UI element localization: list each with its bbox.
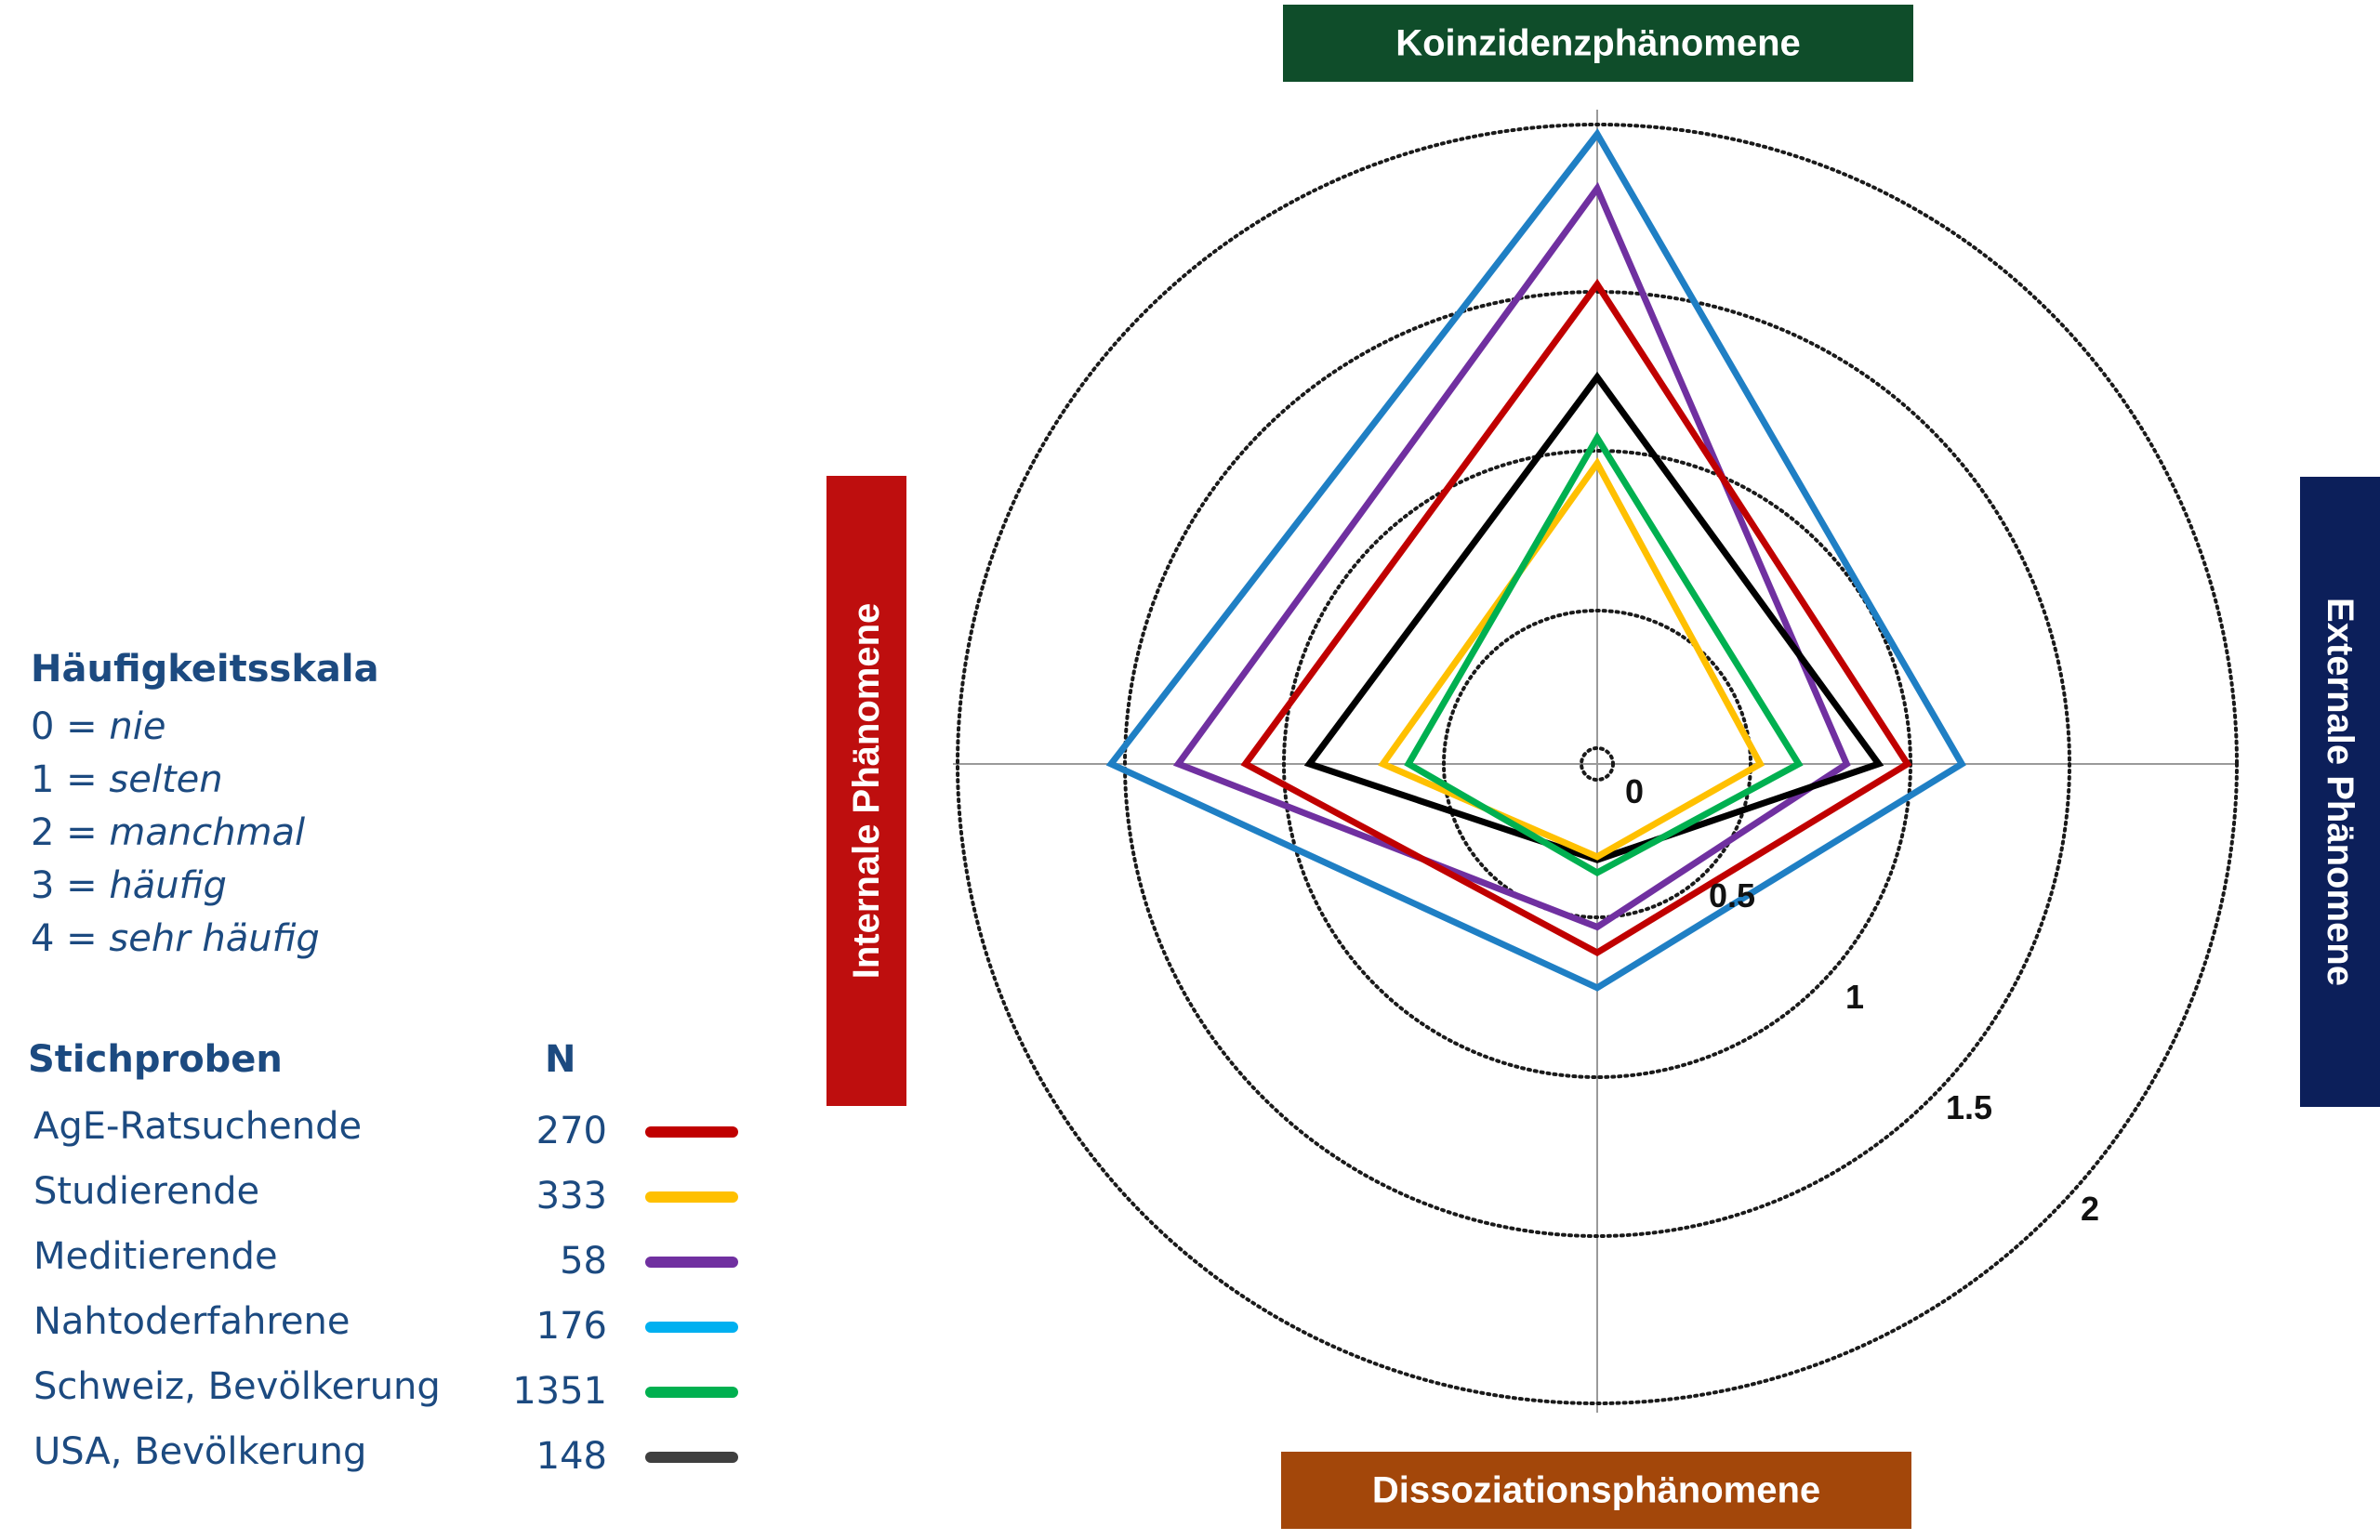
ring-label-4: 2 xyxy=(2081,1190,2099,1228)
scale-key: 0 = xyxy=(31,705,109,748)
axis-box-internale-phänomene xyxy=(826,476,906,1106)
scale-title: Häufigkeitsskala xyxy=(31,648,379,691)
scale-key: 2 = xyxy=(31,811,109,854)
ring-label-3: 1.5 xyxy=(1946,1088,1992,1126)
radar-series xyxy=(1105,128,1966,992)
axis-category-boxes: Koinzidenzphänomene Externale Phänomene Di… xyxy=(826,5,2380,1529)
grid-ring-4 xyxy=(956,123,2239,1405)
legend-n-usa-bevölkerung: 148 xyxy=(536,1435,607,1478)
scale-item-1: 1 = selten xyxy=(31,758,223,801)
scale-item-0: 0 = nie xyxy=(31,705,165,748)
scale-key: 4 = xyxy=(31,917,109,960)
axis-label-dissoziationsphänomene: Dissoziationsphänomene xyxy=(1372,1470,1820,1511)
ring-labels: 0 0.5 1 1.5 2 xyxy=(1625,772,2099,1228)
scale-value: sehr häufig xyxy=(109,917,319,960)
axis-label-internale-phänomene: Internale Phänomene xyxy=(846,603,887,980)
scale-item-3: 3 = häufig xyxy=(31,864,227,907)
scale-value: manchmal xyxy=(109,811,305,854)
radar-grid xyxy=(953,110,2239,1413)
series-polygon-meditierende xyxy=(1172,181,1851,931)
legend-n-nahtoderfahrene: 176 xyxy=(536,1305,607,1348)
legend-name-studierende: Studierende xyxy=(33,1170,259,1213)
scale-value: selten xyxy=(109,758,222,801)
axis-label-externale-phänomene: Externale Phänomene xyxy=(2320,598,2360,986)
series-polygon-age-ratsuchende xyxy=(1240,278,1912,957)
legend-name-meditierende: Meditierende xyxy=(33,1235,278,1278)
scale-item-2: 2 = manchmal xyxy=(31,811,305,854)
scale-key: 3 = xyxy=(31,864,109,907)
ring-label-1: 0.5 xyxy=(1709,876,1755,915)
series-polygon-nahtoderfahrene xyxy=(1105,128,1966,992)
grid-ring-1 xyxy=(1442,609,1752,919)
legend-n-meditierende: 58 xyxy=(560,1240,607,1283)
series-polygon-schweiz-bevölkerung xyxy=(1404,431,1804,877)
axis-box-koinzidenzphänomene xyxy=(1283,5,1913,82)
legend-name-nahtoderfahrene: Nahtoderfahrene xyxy=(33,1300,350,1343)
axis-label-koinzidenzphänomene: Koinzidenzphänomene xyxy=(1395,23,1801,64)
legend-name-usa-bevölkerung: USA, Bevölkerung xyxy=(33,1430,366,1473)
scale-value: häufig xyxy=(109,864,226,907)
grid-ring-3 xyxy=(1123,290,2071,1238)
samples-list: AgE-Ratsuchende 270 Studierende 333 Meditier… xyxy=(33,1105,738,1478)
grid-ring-0 xyxy=(1580,746,1615,782)
legend-n-studierende: 333 xyxy=(536,1175,607,1218)
axis-box-dissoziationsphänomene xyxy=(1281,1452,1911,1529)
legend-name-schweiz-bevölkerung: Schweiz, Bevölkerung xyxy=(33,1365,441,1408)
legend-name-age-ratsuchende: AgE-Ratsuchende xyxy=(33,1105,362,1148)
scale-item-4: 4 = sehr häufig xyxy=(31,917,320,960)
series-polygon-studierende xyxy=(1378,457,1765,861)
axis-box-externale-phänomene xyxy=(2300,477,2380,1107)
legend-n-age-ratsuchende: 270 xyxy=(536,1110,607,1152)
scale-value: nie xyxy=(109,705,165,748)
samples-header: Stichproben xyxy=(28,1038,283,1081)
ring-label-0: 0 xyxy=(1625,772,1644,810)
n-header: N xyxy=(545,1038,575,1081)
ring-label-2: 1 xyxy=(1845,978,1864,1016)
legend-n-schweiz-bevölkerung: 1351 xyxy=(512,1370,607,1413)
scale-key: 1 = xyxy=(31,758,109,801)
